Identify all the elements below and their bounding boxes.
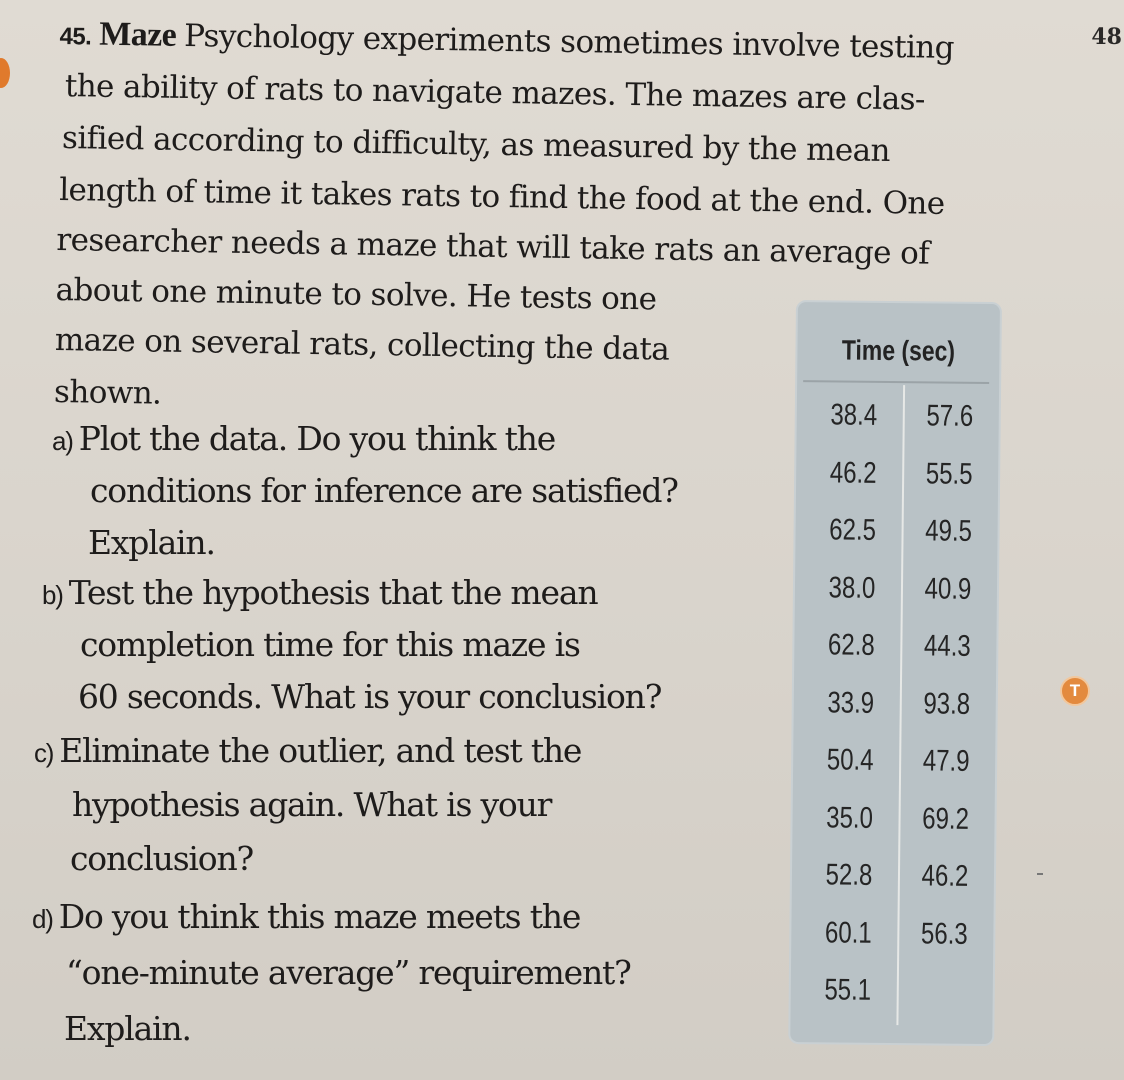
part-b-line: completion time for this maze is bbox=[80, 625, 581, 664]
part-a-line: Explain. bbox=[88, 523, 216, 562]
table-cell: 93.8 bbox=[923, 686, 971, 721]
table-body: 38.4 57.6 46.2 55.5 62.5 49.5 38.0 40.9 62.8 44.3… bbox=[798, 302, 1000, 1006]
part-c-line: c) Eliminate the outlier, and test the bbox=[34, 731, 582, 770]
table-cell: 40.9 bbox=[924, 571, 972, 606]
problem-title: Maze bbox=[98, 15, 177, 54]
part-a-line: a) Plot the data. Do you think the bbox=[52, 419, 556, 458]
intro-line: about one minute to solve. He tests one bbox=[55, 271, 657, 318]
table-cell: 69.2 bbox=[922, 801, 970, 836]
table-cell: 44.3 bbox=[923, 629, 971, 663]
table-cell: 62.5 bbox=[829, 513, 877, 547]
column-divider bbox=[896, 385, 906, 1026]
intro-line: length of time it takes rats to find the… bbox=[58, 172, 945, 222]
table-cell: 62.8 bbox=[827, 628, 875, 662]
part-label: d) bbox=[32, 904, 54, 934]
table-cell: 49.5 bbox=[925, 514, 973, 548]
intro-line: maze on several rats, collecting the dat… bbox=[54, 321, 670, 368]
part-d-line: “one-minute average” requirement? bbox=[66, 953, 632, 992]
table-cell: 55.1 bbox=[824, 973, 872, 1007]
table-cell: 60.1 bbox=[824, 915, 872, 950]
table-cell: 33.9 bbox=[827, 685, 875, 720]
intro-line: 45. Maze Psychology experiments sometimes … bbox=[59, 15, 955, 67]
intro-line: sified according to difficulty, as measu… bbox=[61, 120, 891, 170]
part-d-line: d) Do you think this maze meets the bbox=[32, 897, 581, 936]
technology-t-icon: T bbox=[1060, 676, 1090, 706]
part-c-line: hypothesis again. What is your bbox=[72, 785, 552, 824]
part-d-line: Explain. bbox=[64, 1009, 192, 1048]
table-cell: 35.0 bbox=[826, 800, 874, 835]
time-data-table: Time (sec) 38.4 57.6 46.2 55.5 62.5 49.5 38.0 4… bbox=[788, 300, 1002, 1047]
exercise-text: 45. Maze Psychology experiments sometimes … bbox=[54, 14, 1020, 412]
table-header: Time (sec) bbox=[841, 334, 956, 367]
intro-line: shown. bbox=[53, 373, 162, 412]
part-a-line: conditions for inference are satisfied? bbox=[90, 471, 679, 510]
margin-tick bbox=[1037, 873, 1043, 875]
intro-line: the ability of rats to navigate mazes. T… bbox=[64, 68, 926, 118]
part-b-line: 60 seconds. What is your conclusion? bbox=[78, 677, 662, 716]
table-cell: 38.4 bbox=[830, 398, 878, 432]
part-label: c) bbox=[34, 738, 54, 768]
part-c-line: conclusion? bbox=[70, 839, 254, 878]
header-divider bbox=[803, 380, 990, 385]
table-cell: 56.3 bbox=[920, 916, 968, 951]
table-cell: 55.5 bbox=[925, 456, 973, 491]
table-cell: 47.9 bbox=[922, 744, 970, 778]
table-cell: 52.8 bbox=[825, 858, 873, 892]
exercise-marker-icon bbox=[0, 58, 10, 88]
table-cell: 38.0 bbox=[828, 570, 876, 605]
problem-number: 45. bbox=[59, 22, 92, 51]
page-number: 48 bbox=[1091, 24, 1122, 50]
part-label: a) bbox=[52, 426, 74, 456]
table-cell: 57.6 bbox=[926, 399, 974, 433]
table-cell: 46.2 bbox=[829, 455, 877, 490]
intro-line: researcher needs a maze that will take r… bbox=[56, 221, 930, 272]
table-cell: 50.4 bbox=[826, 743, 874, 777]
part-label: b) bbox=[42, 580, 64, 610]
table-cell: 46.2 bbox=[921, 859, 969, 893]
part-b-line: b) Test the hypothesis that the mean bbox=[42, 573, 599, 612]
